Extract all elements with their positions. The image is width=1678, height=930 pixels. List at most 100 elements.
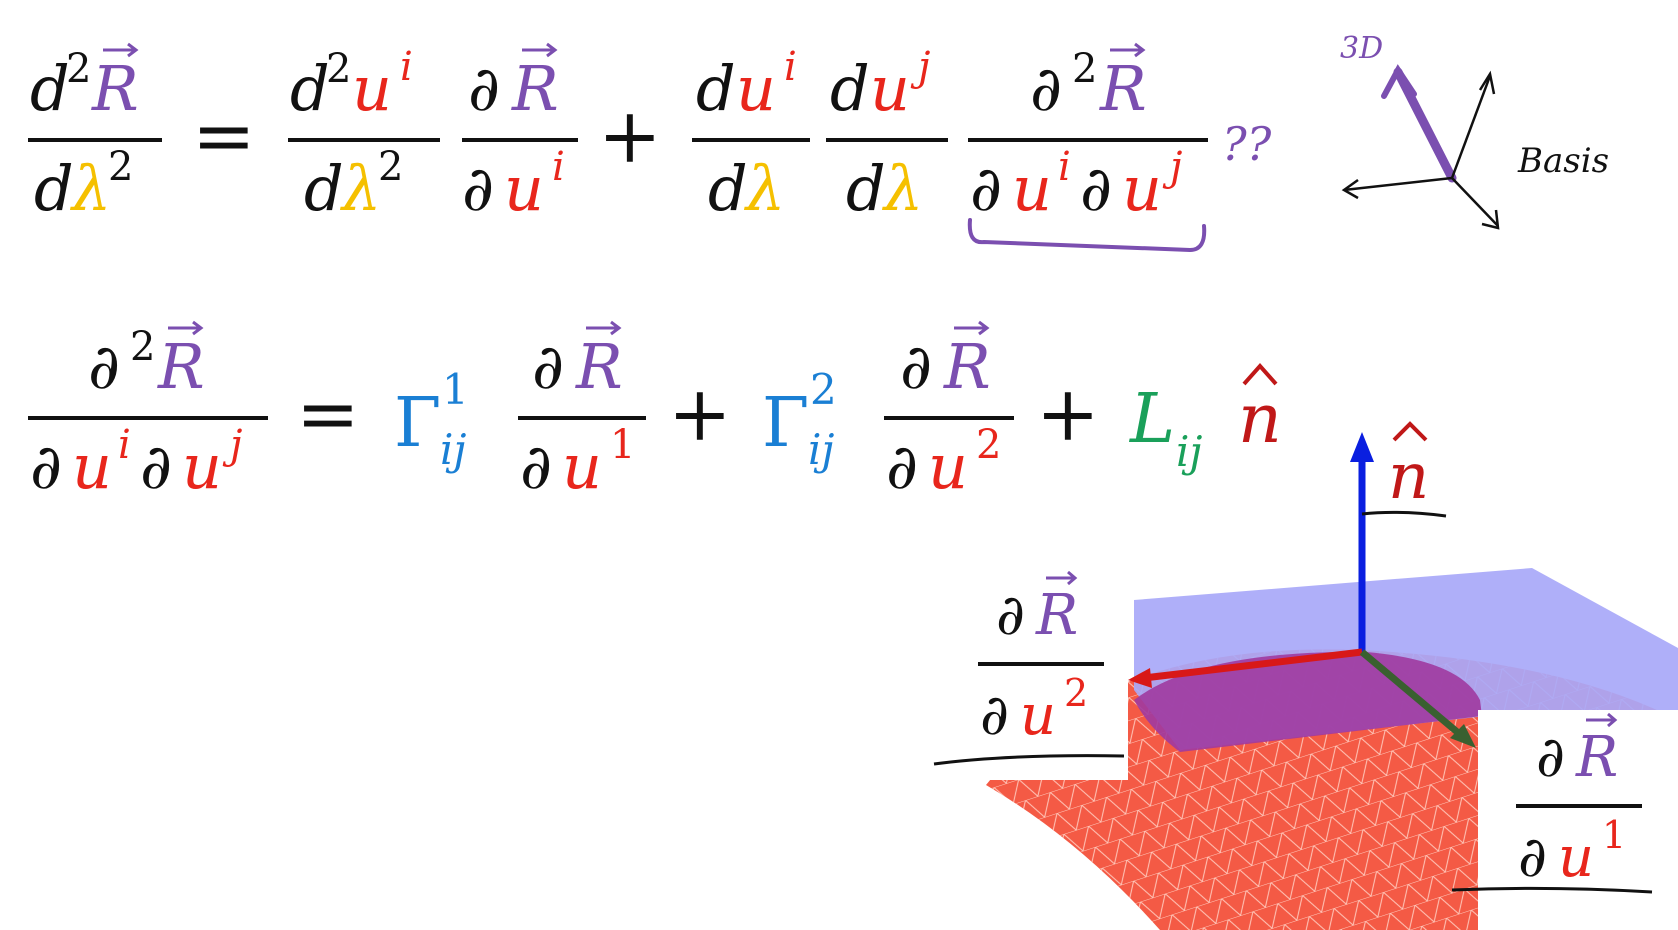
- den-u2-index: j: [222, 422, 242, 468]
- question-marks-annotation: ??: [1222, 117, 1272, 171]
- den-partial: ∂: [886, 430, 918, 503]
- num-u-index: j: [910, 44, 930, 90]
- gamma-upper-index: 2: [810, 365, 837, 414]
- num-partial: ∂: [1536, 725, 1565, 790]
- gamma-symbol: Γ: [394, 384, 441, 463]
- num-d: d: [696, 52, 736, 125]
- den-partial-1: ∂: [970, 152, 1002, 225]
- num-u: u: [352, 52, 392, 125]
- eq1-lhs-fraction: d 2 R d λ 2: [28, 42, 162, 225]
- den-u1-index: i: [118, 422, 131, 468]
- eq1-lhs-den-exp: 2: [108, 144, 133, 190]
- num-exp: 2: [326, 46, 351, 92]
- den-partial-2: ∂: [1080, 152, 1112, 225]
- plus-sign: +: [598, 91, 662, 180]
- hat-icon: [1242, 362, 1278, 386]
- eq2-basis-u1: ∂ R ∂ u 1: [518, 320, 646, 503]
- den-partial: ∂: [980, 683, 1009, 748]
- eq1-lhs-lambda: λ: [69, 152, 111, 225]
- num-R: R: [943, 330, 991, 403]
- num-R: R: [511, 52, 559, 125]
- eq1-term2-factor-a: d u i d λ: [692, 44, 810, 225]
- den-partial-2: ∂: [140, 430, 172, 503]
- plus-sign-2: +: [1036, 369, 1100, 458]
- surface-figure-icon: n ∂ R ∂ u 2 ∂ R ∂ u 1: [933, 421, 1678, 930]
- num-u-index: i: [784, 44, 797, 90]
- num-partial: ∂: [1030, 52, 1062, 125]
- num-u: u: [870, 52, 910, 125]
- num-partial: ∂: [996, 583, 1025, 648]
- basis-vector-down: [1451, 177, 1499, 227]
- den-u-index: i: [552, 144, 565, 190]
- arrowhead-icon: [1341, 178, 1359, 200]
- basis-vector-u2: [1143, 648, 1363, 682]
- gamma-lower-index: ij: [440, 425, 466, 474]
- equals-sign: =: [192, 91, 256, 180]
- num-R: R: [1035, 583, 1078, 648]
- eq1-lhs-exp: 2: [66, 46, 91, 92]
- basis-vector-left: [1343, 176, 1453, 192]
- L-lower-index: ij: [1176, 427, 1202, 476]
- den-partial: ∂: [1518, 825, 1547, 890]
- vector-arrow-icon: [168, 320, 204, 336]
- hat-icon: [1392, 421, 1428, 442]
- den-u-index: 1: [610, 422, 635, 468]
- den-u: u: [1558, 825, 1594, 890]
- den-d: d: [846, 152, 886, 225]
- den-u1-index: i: [1058, 144, 1071, 190]
- basis-vector-up: [1450, 75, 1492, 179]
- num-R: R: [157, 330, 205, 403]
- gamma-upper-index: 1: [442, 365, 469, 414]
- eq2-lhs-fraction: ∂ 2 R ∂ u i ∂ u j: [28, 320, 268, 503]
- den-u-index: 2: [1064, 671, 1088, 715]
- eq1-term1-coeff: d 2 u i d λ 2: [288, 44, 440, 225]
- den-u-1: u: [72, 430, 112, 503]
- eq1-lhs-den-d: d: [34, 152, 74, 225]
- den-u-2: u: [182, 430, 222, 503]
- label-mask-left: [940, 560, 1128, 780]
- eq2-christoffel-1: Γ 1 ij: [394, 365, 469, 474]
- gamma-lower-index: ij: [808, 425, 834, 474]
- eq1-lhs-R: R: [91, 52, 139, 125]
- den-u2-index: j: [1162, 144, 1182, 190]
- eq2-christoffel-2: Γ 2 ij: [762, 365, 837, 474]
- label-basis: Basis: [1517, 141, 1609, 181]
- num-partial: ∂: [532, 330, 564, 403]
- u1-basis-label: ∂ R ∂ u 1: [1451, 712, 1653, 894]
- num-u: u: [736, 52, 776, 125]
- arrowhead-icon: [1481, 209, 1500, 230]
- plus-sign-1: +: [668, 369, 732, 458]
- num-R: R: [1575, 725, 1618, 790]
- den-u: u: [1020, 683, 1056, 748]
- num-partial: ∂: [88, 330, 120, 403]
- vector-arrow-icon: [954, 320, 990, 336]
- n-symbol: n: [1388, 440, 1429, 514]
- num-u-index: i: [400, 44, 413, 90]
- arrowhead-icon: [1478, 70, 1496, 95]
- den-lambda: λ: [743, 152, 785, 225]
- eq1-lhs-d: d: [30, 52, 70, 125]
- num-R: R: [575, 330, 623, 403]
- den-u-1: u: [1012, 152, 1052, 225]
- den-d: d: [304, 152, 344, 225]
- normal-label: n: [1361, 421, 1447, 518]
- basis-vector-u1: [1359, 649, 1465, 739]
- den-u-2: u: [1122, 152, 1162, 225]
- eq2-normal-term: L ij n: [1128, 362, 1282, 476]
- vector-arrow-icon: [1110, 42, 1146, 58]
- label-mask-right: [1478, 710, 1678, 930]
- underline-annotation: [933, 754, 1125, 766]
- basis-vector-3d: [1393, 67, 1457, 183]
- equation-1: d 2 R d λ 2 = d 2 u i d λ 2 ∂ R ∂: [28, 42, 1272, 253]
- den-u: u: [504, 152, 544, 225]
- num-d: d: [830, 52, 870, 125]
- num-exp: 2: [130, 324, 155, 370]
- vector-arrow-icon: [1586, 712, 1618, 728]
- equals-sign: =: [296, 369, 360, 458]
- den-lambda: λ: [339, 152, 381, 225]
- vector-arrow-icon: [522, 42, 558, 58]
- arrowhead-icon: [1128, 668, 1152, 688]
- vector-arrow-icon: [103, 42, 139, 58]
- eq1-term1-basis: ∂ R ∂ u i: [462, 42, 578, 225]
